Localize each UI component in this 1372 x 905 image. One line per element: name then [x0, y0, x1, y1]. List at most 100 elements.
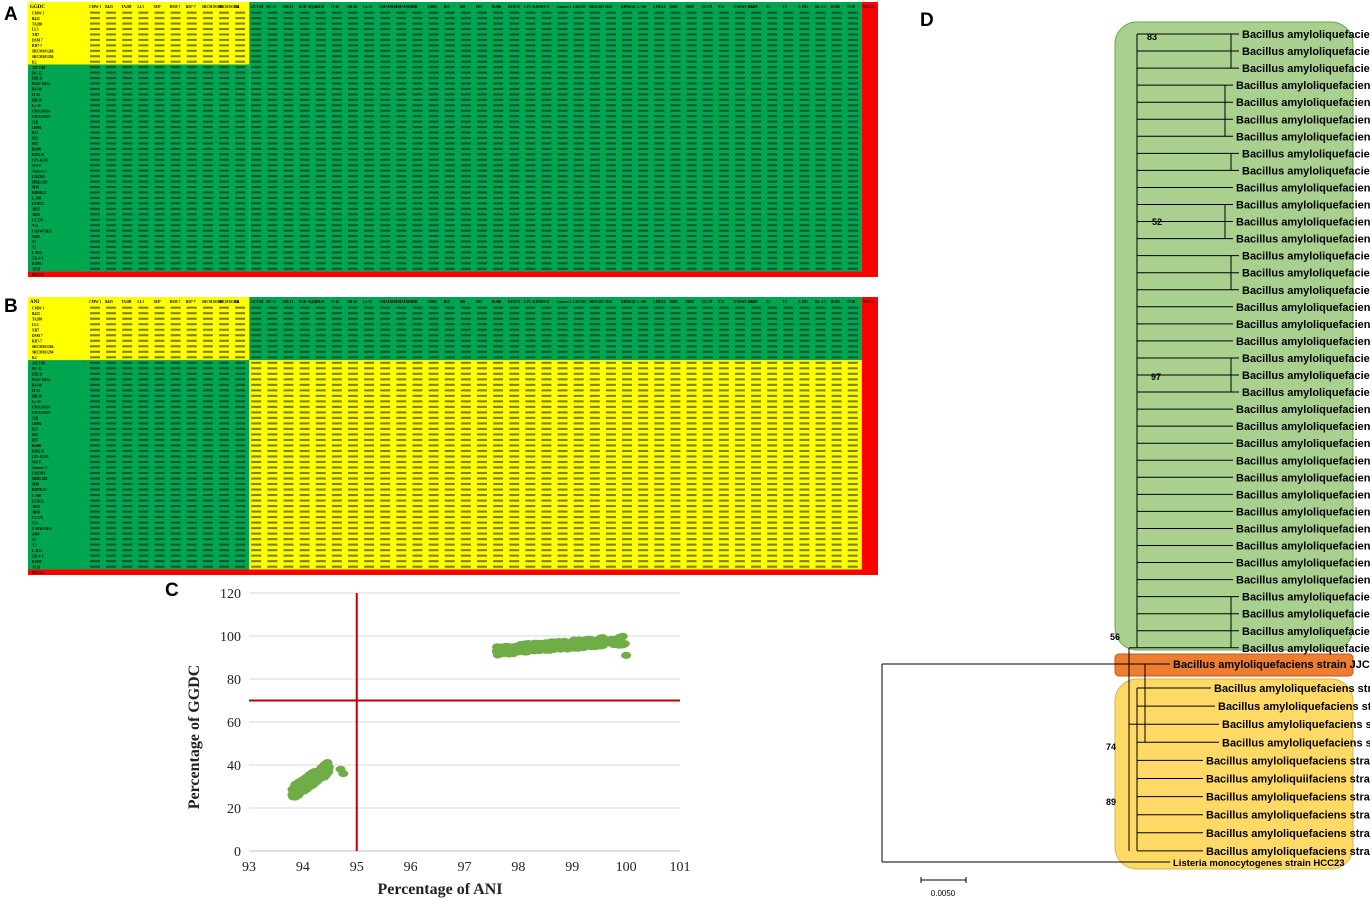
heatmap-cell-value — [106, 339, 117, 342]
heatmap-cell-value — [347, 224, 358, 227]
heatmap-cell-value — [251, 516, 262, 519]
heatmap-cell-value — [831, 527, 842, 530]
heatmap-cell-value — [541, 229, 552, 232]
heatmap-cell-value — [235, 416, 246, 419]
heatmap-cell-value — [734, 438, 745, 441]
heatmap-cell-value — [364, 77, 375, 80]
heatmap-cell-value — [186, 460, 197, 464]
heatmap-row-label: Y14 — [32, 521, 38, 525]
heatmap-cell-value — [267, 505, 278, 508]
heatmap-cell-value — [90, 317, 100, 320]
heatmap-cell-value — [622, 312, 633, 315]
heatmap-cell-value — [380, 345, 391, 348]
heatmap-cell-value — [573, 33, 584, 36]
heatmap-cell-value — [702, 482, 713, 486]
heatmap-cell-value — [122, 510, 133, 513]
heatmap-cell-value — [525, 147, 536, 150]
heatmap-cell-value — [299, 549, 310, 552]
heatmap-cell-value — [380, 554, 391, 557]
heatmap-cell-value — [412, 549, 423, 552]
heatmap-cell-value — [686, 38, 697, 41]
heatmap-cell-value — [605, 175, 616, 178]
heatmap-cell-value — [299, 71, 310, 74]
heatmap-cell-value — [589, 460, 600, 464]
heatmap-cell-value — [493, 554, 504, 557]
heatmap-cell-value — [90, 224, 100, 227]
heatmap-cell-value — [347, 142, 358, 145]
heatmap-cell-value — [299, 416, 310, 419]
heatmap-cell-value — [460, 460, 471, 464]
heatmap-cell-value — [331, 191, 342, 194]
heatmap-cell-value — [686, 477, 697, 480]
heatmap-cell-value — [283, 87, 294, 90]
heatmap-cell-value — [218, 400, 229, 403]
heatmap-cell-value — [525, 350, 536, 353]
heatmap-cell-value — [783, 131, 794, 134]
heatmap-cell-value — [718, 372, 729, 375]
heatmap-cell-value — [170, 267, 181, 270]
heatmap-cell-value — [686, 49, 697, 52]
heatmap-cell-value — [751, 538, 762, 541]
heatmap-cell-value — [638, 471, 649, 475]
heatmap-cell-value — [106, 378, 117, 381]
heatmap-cell-value — [283, 196, 294, 199]
heatmap-cell-value — [815, 494, 826, 497]
heatmap-cell-value — [364, 565, 375, 568]
heatmap-cell-value — [525, 466, 536, 469]
heatmap-cell-value — [541, 262, 552, 265]
heatmap-cell-value — [654, 449, 665, 453]
heatmap-cell-value — [202, 235, 213, 238]
heatmap-cell-value — [767, 372, 778, 375]
heatmap-cell-value — [622, 191, 633, 194]
heatmap-cell-value — [751, 38, 762, 41]
heatmap-cell-value — [122, 44, 133, 47]
y-tick-label: 0 — [234, 845, 241, 860]
heatmap-cell-value — [783, 383, 794, 386]
heatmap-cell-value — [380, 471, 391, 475]
heatmap-cell-value — [589, 126, 600, 129]
heatmap-cell-value — [525, 82, 536, 85]
heatmap-cell-value — [186, 136, 197, 140]
heatmap-cell-value — [267, 527, 278, 530]
heatmap-cell-value — [751, 251, 762, 254]
heatmap-cell-value — [186, 158, 197, 161]
heatmap-cell-value — [815, 240, 826, 243]
heatmap-cell-value — [428, 136, 439, 140]
heatmap-cell-value — [573, 207, 584, 210]
heatmap-cell-value — [847, 427, 858, 430]
heatmap-cell-value — [235, 169, 246, 172]
heatmap-cell-value — [686, 328, 697, 331]
heatmap-cell-value — [267, 444, 278, 447]
heatmap-cell-value — [315, 455, 326, 458]
heatmap-cell-value — [412, 416, 423, 419]
heatmap-cell-value — [670, 27, 681, 31]
heatmap-cell-value — [364, 389, 375, 392]
heatmap-row-label: JRS5 — [32, 208, 40, 212]
heatmap-cell-value — [493, 538, 504, 541]
heatmap-cell-value — [557, 367, 568, 370]
heatmap-cell-value — [493, 262, 504, 265]
heatmap-col-header: UASWS BA1 — [734, 300, 755, 304]
heatmap-cell-value — [493, 400, 504, 403]
heatmap-cell-value — [767, 460, 778, 464]
heatmap-cell-value — [267, 565, 278, 568]
heatmap-cell-value — [122, 505, 133, 508]
heatmap-cell-value — [783, 49, 794, 52]
heatmap-cell-value — [525, 251, 536, 254]
heatmap-cell-value — [718, 196, 729, 199]
heatmap-cell-value — [670, 235, 681, 238]
heatmap-cell-value — [347, 350, 358, 353]
heatmap-cell-value — [815, 499, 826, 502]
heatmap-col-header: L-H15 — [798, 300, 808, 304]
heatmap-cell-value — [299, 516, 310, 519]
heatmap-cell-value — [541, 87, 552, 90]
heatmap-cell-value — [799, 538, 810, 541]
heatmap-cell-value — [654, 27, 665, 31]
heatmap-cell-value — [106, 350, 117, 353]
heatmap-cell-value — [783, 98, 794, 101]
heatmap-cell-value — [573, 191, 584, 194]
heatmap-cell-value — [493, 120, 504, 123]
heatmap-cell-value — [122, 527, 133, 530]
heatmap-cell-value — [605, 158, 616, 161]
heatmap-cell-value — [138, 312, 149, 315]
